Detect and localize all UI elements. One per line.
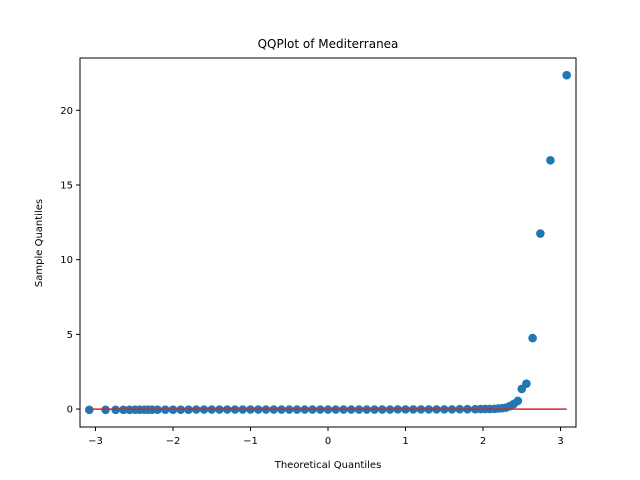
plot-area: −3 −2 −1 0 1 2 3 0 5 10 15 20 xyxy=(60,57,577,447)
data-point xyxy=(522,379,531,388)
x-tick-label: −1 xyxy=(243,436,258,447)
data-point xyxy=(562,70,571,80)
y-tick-label: 5 xyxy=(67,330,73,341)
y-tick-label: 10 xyxy=(60,255,73,266)
data-point xyxy=(536,229,545,238)
y-axis-label: Sample Quantiles xyxy=(34,199,45,287)
y-tick-label: 15 xyxy=(60,180,73,191)
y-tick-label: 0 xyxy=(67,405,73,416)
x-tick-label: 2 xyxy=(480,436,486,447)
x-axis-label: Theoretical Quantiles xyxy=(274,460,382,471)
data-point xyxy=(528,333,537,343)
x-axis: −3 −2 −1 0 1 2 3 xyxy=(88,427,564,447)
y-axis: 0 5 10 15 20 xyxy=(60,106,80,416)
x-tick-label: −3 xyxy=(88,436,103,447)
data-point xyxy=(546,156,555,165)
chart-title: QQPlot of Mediterranea xyxy=(258,37,399,51)
y-tick-label: 20 xyxy=(60,106,73,117)
x-tick-label: 3 xyxy=(557,436,563,447)
x-tick-label: −2 xyxy=(166,436,181,447)
data-point xyxy=(513,396,523,406)
x-tick-label: 1 xyxy=(402,436,408,447)
x-tick-label: 0 xyxy=(325,436,331,447)
